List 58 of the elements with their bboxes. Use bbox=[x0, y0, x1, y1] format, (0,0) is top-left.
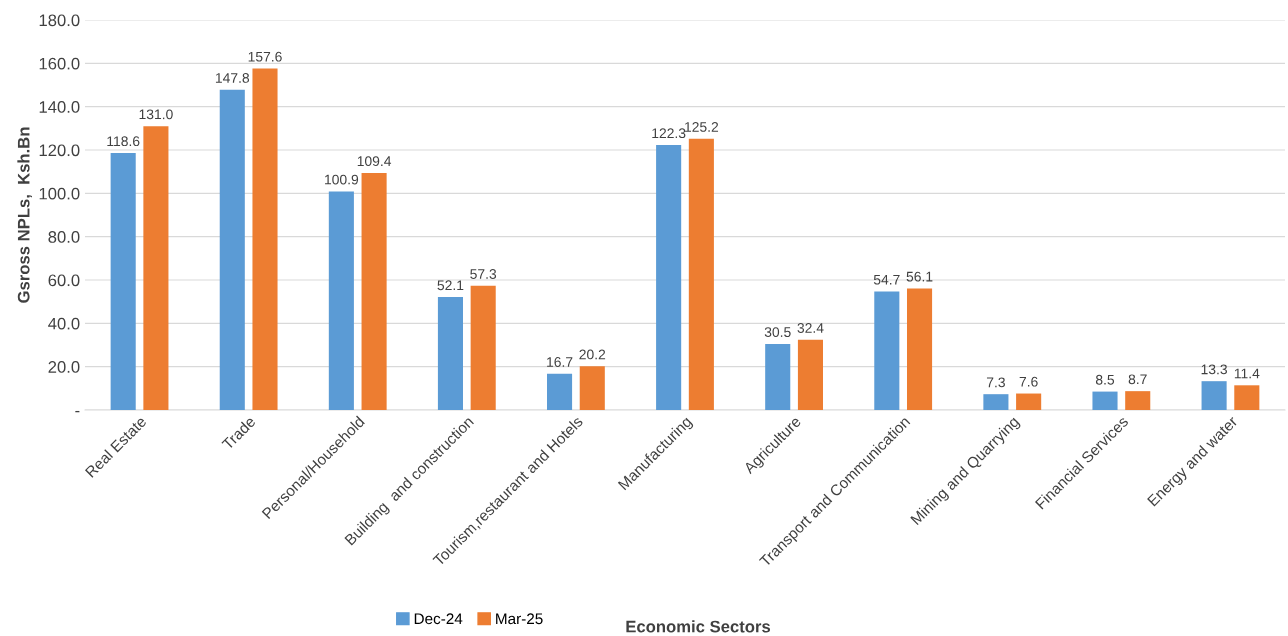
data-label: 56.1 bbox=[906, 271, 933, 282]
bar bbox=[470, 285, 496, 410]
bar bbox=[219, 89, 245, 410]
data-label: 157.6 bbox=[248, 51, 282, 62]
data-label: 125.2 bbox=[685, 121, 719, 132]
y-tick-label: 60.0 bbox=[48, 274, 80, 287]
data-label: 7.6 bbox=[1019, 376, 1038, 387]
data-label: 131.0 bbox=[139, 109, 173, 120]
bar bbox=[656, 145, 682, 410]
data-label: 100.9 bbox=[325, 174, 359, 185]
legend-label: Mar-25 bbox=[496, 613, 543, 625]
y-tick-label: 140.0 bbox=[39, 101, 80, 113]
data-label: 57.3 bbox=[470, 269, 497, 279]
bar bbox=[328, 191, 354, 410]
data-label: 147.8 bbox=[215, 73, 250, 83]
y-tick-label: 20.0 bbox=[48, 361, 80, 373]
data-label: 30.5 bbox=[764, 327, 791, 337]
bar bbox=[1092, 391, 1118, 410]
bar bbox=[688, 138, 714, 410]
bar bbox=[983, 394, 1009, 410]
bar bbox=[874, 291, 900, 410]
bar bbox=[579, 366, 605, 410]
data-label: 118.6 bbox=[107, 136, 140, 147]
bar bbox=[110, 153, 136, 410]
bar bbox=[907, 288, 933, 410]
y-axis-title: Gsross NPLs, Ksh.Bn bbox=[17, 127, 32, 303]
y-tick-label: - bbox=[75, 410, 80, 413]
bar bbox=[1234, 385, 1260, 410]
bar bbox=[765, 343, 791, 410]
data-label: 32.4 bbox=[797, 323, 824, 333]
data-label: 109.4 bbox=[357, 156, 392, 167]
bar bbox=[797, 339, 823, 410]
data-label: 11.4 bbox=[1234, 368, 1260, 379]
y-tick-label: 40.0 bbox=[48, 317, 80, 330]
legend-label: Dec-24 bbox=[414, 613, 463, 625]
bar bbox=[252, 68, 278, 410]
bar bbox=[1125, 391, 1151, 410]
y-tick-label: 120.0 bbox=[39, 144, 80, 157]
bar bbox=[1016, 393, 1042, 410]
bar bbox=[361, 172, 387, 410]
data-label: 8.5 bbox=[1095, 374, 1115, 385]
y-tick-label: 180.0 bbox=[39, 14, 80, 27]
y-tick-label: 160.0 bbox=[39, 57, 80, 70]
data-label: 54.7 bbox=[873, 274, 900, 285]
y-tick-label: 80.0 bbox=[48, 231, 80, 243]
y-tick-label: 100.0 bbox=[39, 187, 80, 200]
data-label: 8.7 bbox=[1128, 374, 1147, 385]
bar bbox=[143, 126, 169, 410]
x-axis-title: Economic Sectors bbox=[626, 620, 771, 633]
data-label: 52.1 bbox=[437, 280, 464, 291]
data-label: 122.3 bbox=[652, 128, 686, 139]
bar bbox=[547, 373, 573, 410]
data-label: 13.3 bbox=[1201, 364, 1227, 375]
bar bbox=[437, 297, 463, 410]
bar bbox=[1201, 381, 1227, 410]
data-label: 20.2 bbox=[579, 349, 606, 360]
data-label: 16.7 bbox=[547, 357, 573, 367]
data-label: 7.3 bbox=[986, 377, 1005, 388]
